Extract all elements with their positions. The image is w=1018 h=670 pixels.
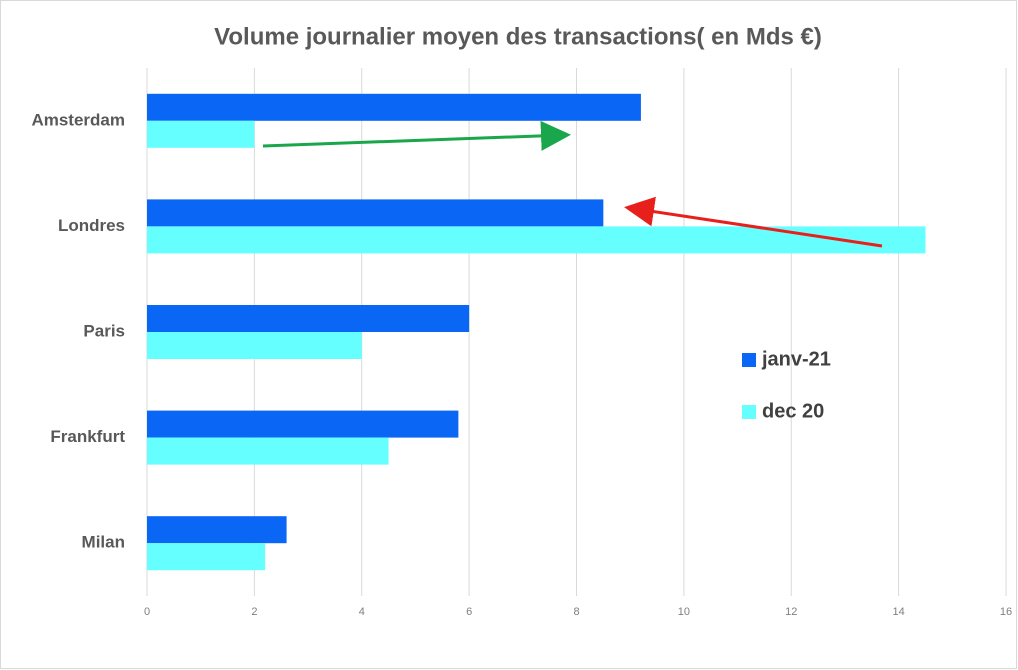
bar (147, 543, 266, 571)
x-tick-label: 8 (573, 606, 579, 618)
y-tick-label: Paris (83, 321, 125, 340)
y-tick-label: Amsterdam (31, 110, 125, 129)
x-tick-label: 0 (144, 606, 150, 618)
bar (147, 120, 255, 148)
annotation-arrow (624, 196, 883, 248)
x-tick-label: 16 (1000, 606, 1012, 618)
grid (146, 68, 1007, 596)
y-tick-label: Milan (82, 533, 125, 552)
bar (147, 199, 604, 227)
bars (147, 93, 926, 571)
bar (147, 226, 926, 254)
legend-swatch (742, 353, 756, 367)
bar (147, 516, 287, 544)
annotation-arrow (262, 120, 571, 151)
bar (147, 305, 470, 332)
chart-title: Volume journalier moyen des transactions… (214, 23, 822, 50)
x-tick-label: 10 (678, 606, 690, 618)
x-tick-label: 6 (466, 606, 472, 618)
legend-label: janv-21 (761, 348, 831, 370)
legend-label: dec 20 (762, 400, 824, 422)
y-tick-label: Londres (58, 216, 125, 235)
labels: 0 2 4 6 8 10 12 14 16 Amsterdam Londres Paris Frankf… (31, 110, 1012, 618)
x-tick-label: 12 (785, 606, 797, 618)
x-tick-label: 2 (251, 606, 257, 618)
bar (147, 437, 389, 465)
y-tick-label: Frankfurt (50, 427, 125, 446)
legend-swatch (742, 405, 756, 419)
bar (147, 410, 459, 438)
bar (147, 332, 362, 359)
bar (147, 93, 641, 121)
x-tick-label: 4 (359, 606, 365, 618)
x-tick-label: 14 (893, 606, 905, 618)
